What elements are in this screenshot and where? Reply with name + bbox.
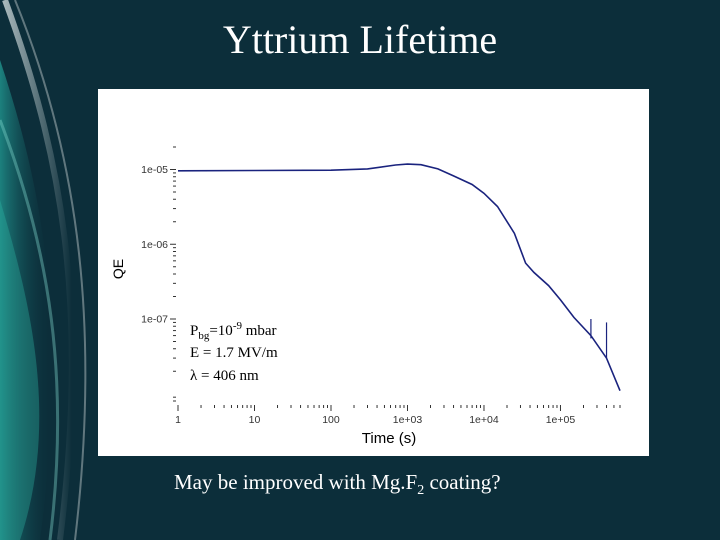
light-swoosh-line [0,119,60,540]
y-tick-label: 1e-06 [141,239,168,251]
qe-series-line [177,163,621,392]
annotation-field: E = 1.7 MV/m [190,345,278,361]
x-tick-label: 100 [322,414,340,426]
slide-caption: May be improved with Mg.F2 coating? [174,470,501,499]
y-tick-label: 1e-07 [141,314,168,326]
x-minor-ticks [200,405,621,408]
annotation-pressure-eq: =10 [209,323,232,339]
annotation-pressure-unit: mbar [242,323,277,339]
light-swoosh-line [2,0,75,540]
x-tick-label: 1 [175,414,181,426]
annotation-pressure-sub: bg [198,330,210,342]
light-swoosh-line [14,0,87,540]
teal-swoosh-shape [0,60,53,540]
teal-swoosh-shape [0,200,40,540]
y-minor-ticks [173,146,176,402]
caption-text: May be improved with Mg.F [174,470,418,494]
x-axis-label: Time (s) [362,430,416,447]
x-tick-label: 1e+03 [393,414,423,426]
plot-panel: QE Time (s) 1e-05 1e-06 1e-07 1 10 100 1e+03 1… [98,89,649,456]
x-tick-label: 1e+04 [469,414,499,426]
annotation-pressure-sup: -9 [233,320,243,332]
x-ticks: 1 10 100 1e+03 1e+04 1e+05 [175,405,575,426]
x-tick-label: 10 [249,414,261,426]
caption-text-end: coating? [424,470,501,494]
annotation-pressure-p: P [190,323,198,339]
y-ticks: 1e-05 1e-06 1e-07 [141,164,176,326]
caption-subscript: 2 [417,483,425,499]
noise-spikes [590,319,608,359]
annotation-wavelength: λ = 406 nm [190,368,259,384]
slide-title: Yttrium Lifetime [222,17,498,62]
y-tick-label: 1e-05 [141,164,168,176]
annotation-pressure: Pbg=10-9 mbar [190,320,277,342]
y-axis-label: QE [110,259,126,279]
x-tick-label: 1e+05 [546,414,576,426]
